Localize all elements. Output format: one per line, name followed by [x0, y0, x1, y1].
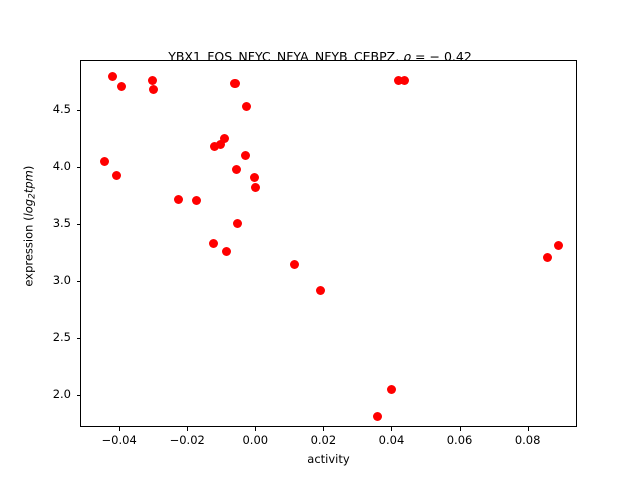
data-point [241, 102, 251, 112]
y-axis-label-log: log [21, 198, 36, 217]
x-tick-label: −0.04 [101, 433, 137, 447]
y-tick-mark [76, 280, 80, 282]
y-tick-mark [76, 166, 80, 168]
data-point [386, 385, 396, 395]
data-point [100, 156, 110, 166]
x-tick-mark [391, 427, 393, 431]
data-point [394, 75, 404, 85]
data-point [117, 81, 126, 91]
data-point [316, 286, 326, 296]
x-tick-mark [187, 427, 189, 431]
y-tick-mark [76, 110, 80, 112]
data-point [221, 246, 231, 256]
x-tick-mark [459, 427, 461, 431]
data-point [399, 75, 409, 85]
data-point [107, 72, 117, 82]
data-point [210, 141, 220, 151]
data-point [249, 172, 259, 182]
x-tick-mark [255, 427, 257, 431]
data-point [372, 411, 382, 421]
data-point [231, 164, 241, 174]
y-axis-label-tpm: tpm [21, 170, 36, 194]
data-point [148, 84, 158, 94]
y-axis-label-suffix: ) [21, 165, 36, 171]
data-point [250, 182, 260, 192]
y-tick-label: 4.5 [52, 102, 71, 117]
data-point [232, 219, 242, 229]
plot-axes-frame [80, 60, 577, 427]
rho-symbol: ρ [403, 49, 412, 64]
y-axis-label: expression (log2tpm) [21, 43, 37, 410]
data-point [240, 150, 250, 160]
x-tick-label: 0.08 [514, 433, 541, 447]
y-tick-label: 4.0 [52, 158, 71, 173]
y-tick-label: 2.0 [52, 386, 71, 401]
data-point [209, 238, 219, 248]
data-point [191, 196, 201, 206]
data-point [542, 253, 552, 263]
y-tick-mark [76, 223, 80, 225]
x-tick-label: 0.02 [310, 433, 337, 447]
y-tick-label: 3.0 [52, 272, 71, 287]
data-point [147, 75, 157, 85]
x-axis-label: activity [307, 452, 350, 466]
x-tick-label: −0.02 [169, 433, 205, 447]
data-point [289, 260, 299, 270]
x-tick-label: 0.00 [242, 433, 269, 447]
data-point [554, 240, 564, 250]
y-tick-label: 2.5 [52, 329, 71, 344]
data-point [230, 79, 240, 89]
data-point [220, 133, 230, 143]
plot-data-area [81, 61, 576, 426]
x-tick-label: 0.04 [378, 433, 405, 447]
data-point [174, 195, 184, 205]
y-axis-label-prefix: expression ( [21, 216, 36, 287]
y-tick-label: 3.5 [52, 215, 71, 230]
y-axis-label-base: 2 [27, 193, 38, 199]
x-tick-label: 0.06 [446, 433, 473, 447]
y-tick-mark [76, 394, 80, 396]
data-point [112, 171, 122, 181]
x-tick-mark [527, 427, 529, 431]
x-tick-mark [323, 427, 325, 431]
data-point [215, 139, 225, 149]
y-tick-mark [76, 337, 80, 339]
x-tick-mark [119, 427, 121, 431]
